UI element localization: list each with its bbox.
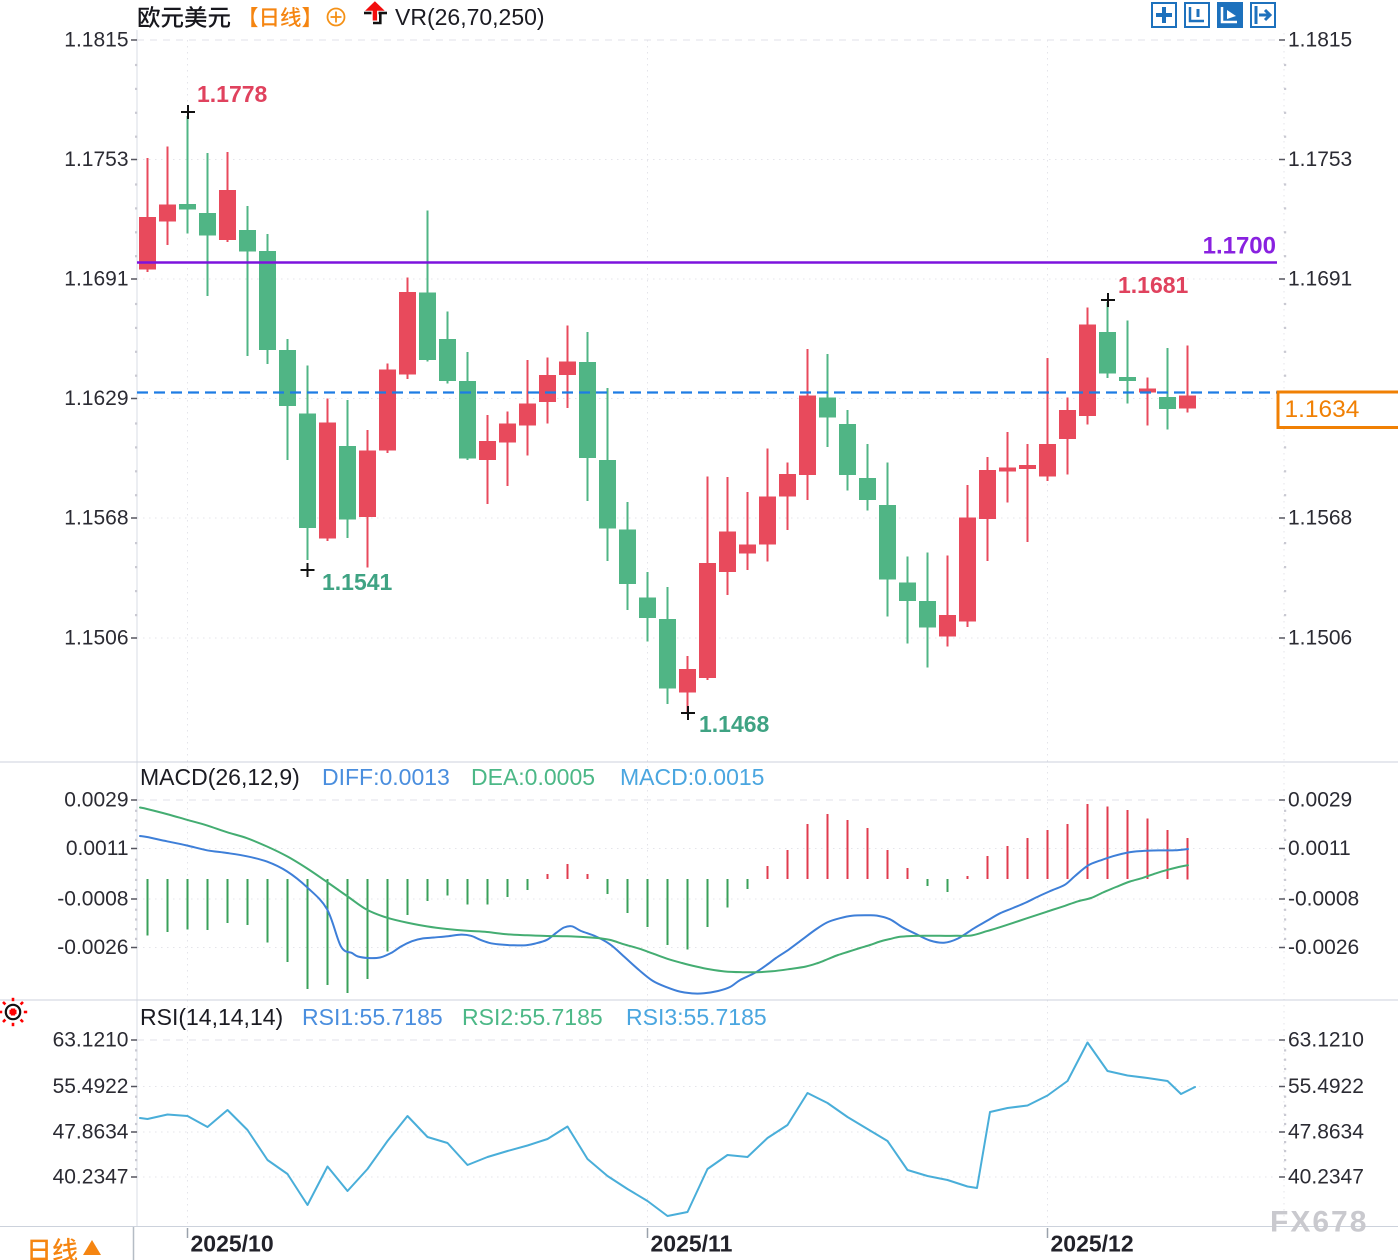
svg-text:1.1815: 1.1815: [64, 29, 128, 52]
svg-text:-0.0008: -0.0008: [1288, 888, 1359, 911]
svg-text:63.1210: 63.1210: [53, 1029, 129, 1052]
svg-text:2025/10: 2025/10: [191, 1231, 274, 1257]
svg-text:63.1210: 63.1210: [1288, 1029, 1364, 1052]
svg-text:1.1568: 1.1568: [1288, 507, 1352, 530]
svg-text:0.0011: 0.0011: [1288, 837, 1351, 860]
svg-text:1.1691: 1.1691: [1288, 268, 1352, 291]
svg-text:RSI1:55.7185: RSI1:55.7185: [302, 1004, 443, 1030]
svg-text:1.1468: 1.1468: [699, 711, 770, 737]
svg-text:47.8634: 47.8634: [53, 1121, 129, 1144]
svg-text:1.1753: 1.1753: [64, 148, 128, 171]
svg-text:-0.0026: -0.0026: [57, 936, 128, 959]
svg-text:RSI3:55.7185: RSI3:55.7185: [626, 1004, 767, 1030]
svg-text:0.0029: 0.0029: [1288, 789, 1352, 812]
svg-text:VR(26,70,250): VR(26,70,250): [395, 4, 545, 30]
svg-text:MACD(26,12,9): MACD(26,12,9): [140, 764, 300, 790]
svg-text:1.1681: 1.1681: [1118, 272, 1189, 298]
svg-text:2025/12: 2025/12: [1051, 1231, 1134, 1257]
svg-text:55.4922: 55.4922: [1288, 1075, 1364, 1098]
svg-text:47.8634: 47.8634: [1288, 1121, 1364, 1144]
svg-text:1.1506: 1.1506: [64, 627, 128, 650]
svg-text:DEA:0.0005: DEA:0.0005: [471, 764, 595, 790]
svg-text:FX678: FX678: [1270, 1206, 1368, 1239]
svg-text:-0.0026: -0.0026: [1288, 936, 1359, 959]
svg-text:55.4922: 55.4922: [53, 1075, 129, 1098]
svg-text:2025/11: 2025/11: [651, 1231, 733, 1257]
svg-text:0.0011: 0.0011: [66, 837, 129, 860]
svg-text:40.2347: 40.2347: [1288, 1166, 1364, 1189]
svg-text:0.0029: 0.0029: [64, 789, 128, 812]
svg-text:-0.0008: -0.0008: [57, 888, 128, 911]
svg-text:RSI2:55.7185: RSI2:55.7185: [462, 1004, 603, 1030]
svg-text:DIFF:0.0013: DIFF:0.0013: [322, 764, 450, 790]
svg-text:1.1753: 1.1753: [1288, 148, 1352, 171]
svg-text:1.1691: 1.1691: [64, 268, 128, 291]
svg-text:1.1700: 1.1700: [1203, 233, 1276, 260]
svg-text:1.1541: 1.1541: [322, 569, 393, 595]
svg-text:1.1634: 1.1634: [1285, 396, 1360, 423]
svg-text:1.1778: 1.1778: [197, 81, 268, 107]
svg-text:1.1568: 1.1568: [64, 507, 128, 530]
svg-text:1.1815: 1.1815: [1288, 29, 1352, 52]
svg-text:MACD:0.0015: MACD:0.0015: [620, 764, 764, 790]
svg-text:1.1506: 1.1506: [1288, 627, 1352, 650]
svg-text:RSI(14,14,14): RSI(14,14,14): [140, 1004, 283, 1030]
svg-text:40.2347: 40.2347: [53, 1166, 129, 1189]
svg-text:1.1629: 1.1629: [64, 387, 128, 410]
